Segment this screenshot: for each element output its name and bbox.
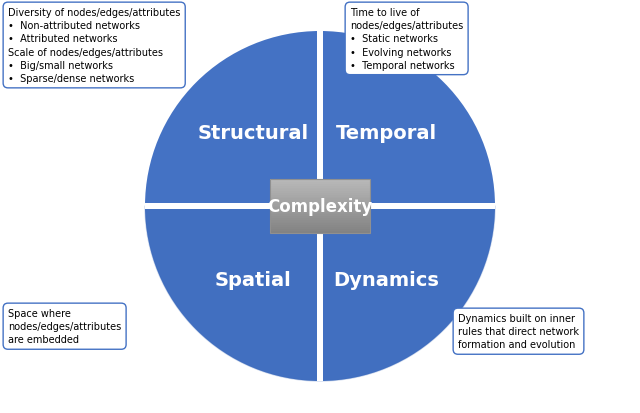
- Bar: [270, 186, 369, 189]
- Bar: [270, 183, 369, 185]
- Bar: [317, 32, 323, 381]
- Bar: [270, 188, 369, 190]
- Bar: [270, 229, 369, 232]
- Bar: [270, 224, 369, 226]
- Bar: [270, 206, 369, 208]
- Bar: [270, 213, 369, 216]
- Bar: [270, 201, 369, 203]
- Bar: [270, 211, 369, 214]
- Text: Dynamics built on inner
rules that direct network
formation and evolution: Dynamics built on inner rules that direc…: [458, 313, 579, 349]
- Bar: [270, 208, 369, 210]
- Bar: [270, 190, 369, 192]
- Bar: [270, 225, 369, 228]
- Text: Temporal: Temporal: [336, 124, 437, 142]
- Bar: [270, 215, 369, 217]
- Bar: [270, 202, 369, 205]
- Bar: [270, 218, 369, 221]
- Text: Structural: Structural: [198, 124, 309, 142]
- Bar: [270, 181, 369, 183]
- Bar: [270, 192, 369, 194]
- Bar: [270, 193, 369, 196]
- Bar: [270, 197, 369, 199]
- Bar: [270, 179, 369, 181]
- Bar: [270, 231, 369, 233]
- Bar: [270, 185, 369, 187]
- Text: Spatial: Spatial: [215, 271, 292, 289]
- Bar: [145, 204, 495, 209]
- Bar: [270, 199, 369, 201]
- Text: Space where
nodes/edges/attributes
are embedded: Space where nodes/edges/attributes are e…: [8, 308, 121, 344]
- Polygon shape: [145, 206, 495, 381]
- Bar: [270, 228, 369, 230]
- Bar: [270, 209, 369, 212]
- Bar: [270, 220, 369, 223]
- Bar: [270, 204, 369, 206]
- Text: Complexity: Complexity: [268, 197, 372, 216]
- Bar: [270, 217, 369, 219]
- Bar: [270, 222, 369, 224]
- Text: Diversity of nodes/edges/attributes
•  Non-attributed networks
•  Attributed net: Diversity of nodes/edges/attributes • No…: [8, 8, 180, 84]
- Circle shape: [145, 32, 495, 381]
- Bar: [270, 195, 369, 197]
- Bar: [270, 180, 369, 233]
- Text: Time to live of
nodes/edges/attributes
•  Static networks
•  Evolving networks
•: Time to live of nodes/edges/attributes •…: [350, 8, 463, 71]
- Text: Dynamics: Dynamics: [333, 271, 440, 289]
